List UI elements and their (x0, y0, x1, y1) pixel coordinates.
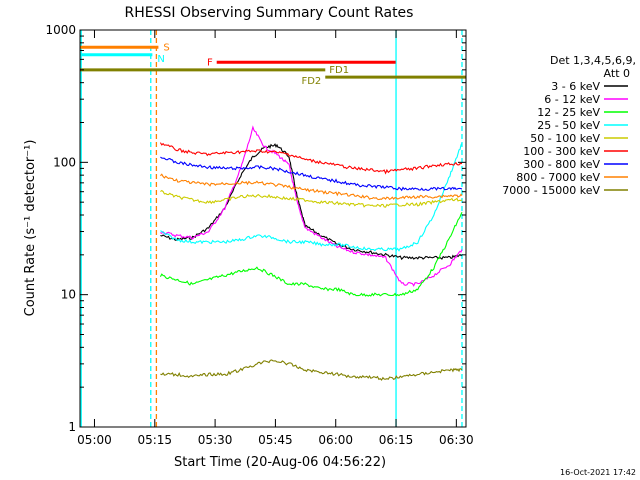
footer-timestamp: 16-Oct-2021 17:42 (560, 468, 636, 477)
legend-label-4: 50 - 100 keV (530, 132, 600, 145)
y-tick-label-3: 1000 (45, 23, 76, 37)
series-line-3 (160, 142, 463, 252)
state-bar-label-fd1: FD1 (329, 65, 349, 76)
legend-label-3: 25 - 50 keV (537, 119, 600, 132)
x-tick-label-2: 05:30 (198, 433, 233, 447)
legend-label-6: 300 - 800 keV (523, 158, 600, 171)
state-bar-label-n: N (157, 54, 164, 65)
x-tick-label-0: 05:00 (77, 433, 112, 447)
legend-label-1: 6 - 12 keV (544, 93, 600, 106)
state-bar-label-fd2: FD2 (301, 76, 321, 87)
legend-label-8: 7000 - 15000 keV (502, 184, 600, 197)
x-axis-ticks: 05:00 05:15 05:30 05:45 06:00 06:15 06:30 (77, 30, 474, 447)
x-tick-label-4: 06:00 (318, 433, 353, 447)
plot-frame (79, 29, 467, 428)
x-tick-label-1: 05:15 (137, 433, 172, 447)
y-axis-label: Count Rate (s⁻¹ detector⁻¹) (23, 140, 38, 317)
x-tick-label-6: 06:30 (439, 433, 474, 447)
legend-header-line-1: Det 1,3,4,5,6,9, (550, 54, 636, 67)
series-line-0 (160, 143, 463, 261)
state-bar-label-s: S (163, 42, 169, 53)
series-line-2 (159, 211, 463, 297)
series-line-8 (160, 359, 463, 381)
y-tick-label-2: 100 (53, 155, 76, 169)
y-tick-label-1: 10 (61, 288, 76, 302)
legend-label-7: 800 - 7000 keV (516, 171, 600, 184)
y-tick-label-0: 1 (68, 420, 76, 434)
series-line-6 (160, 156, 463, 192)
series-line-5 (159, 142, 463, 175)
plot-area: SN F FD1 FD2 (80, 30, 466, 427)
legend-label-2: 12 - 25 keV (537, 106, 600, 119)
legend-header-line-2: Att 0 (604, 67, 630, 80)
series-line-7 (160, 173, 463, 201)
x-tick-label-5: 06:15 (379, 433, 414, 447)
y-axis-ticks: 1 10 100 1000 (45, 23, 466, 434)
series-line-1 (160, 125, 463, 287)
x-axis-label: Start Time (20-Aug-06 04:56:22) (174, 455, 386, 470)
legend-label-5: 100 - 300 keV (523, 145, 600, 158)
series-line-4 (160, 189, 463, 208)
chart-title: RHESSI Observing Summary Count Rates (125, 5, 414, 21)
state-bar-label-f: F (207, 57, 213, 68)
x-tick-label-3: 05:45 (258, 433, 293, 447)
legend-label-0: 3 - 6 keV (551, 80, 600, 93)
